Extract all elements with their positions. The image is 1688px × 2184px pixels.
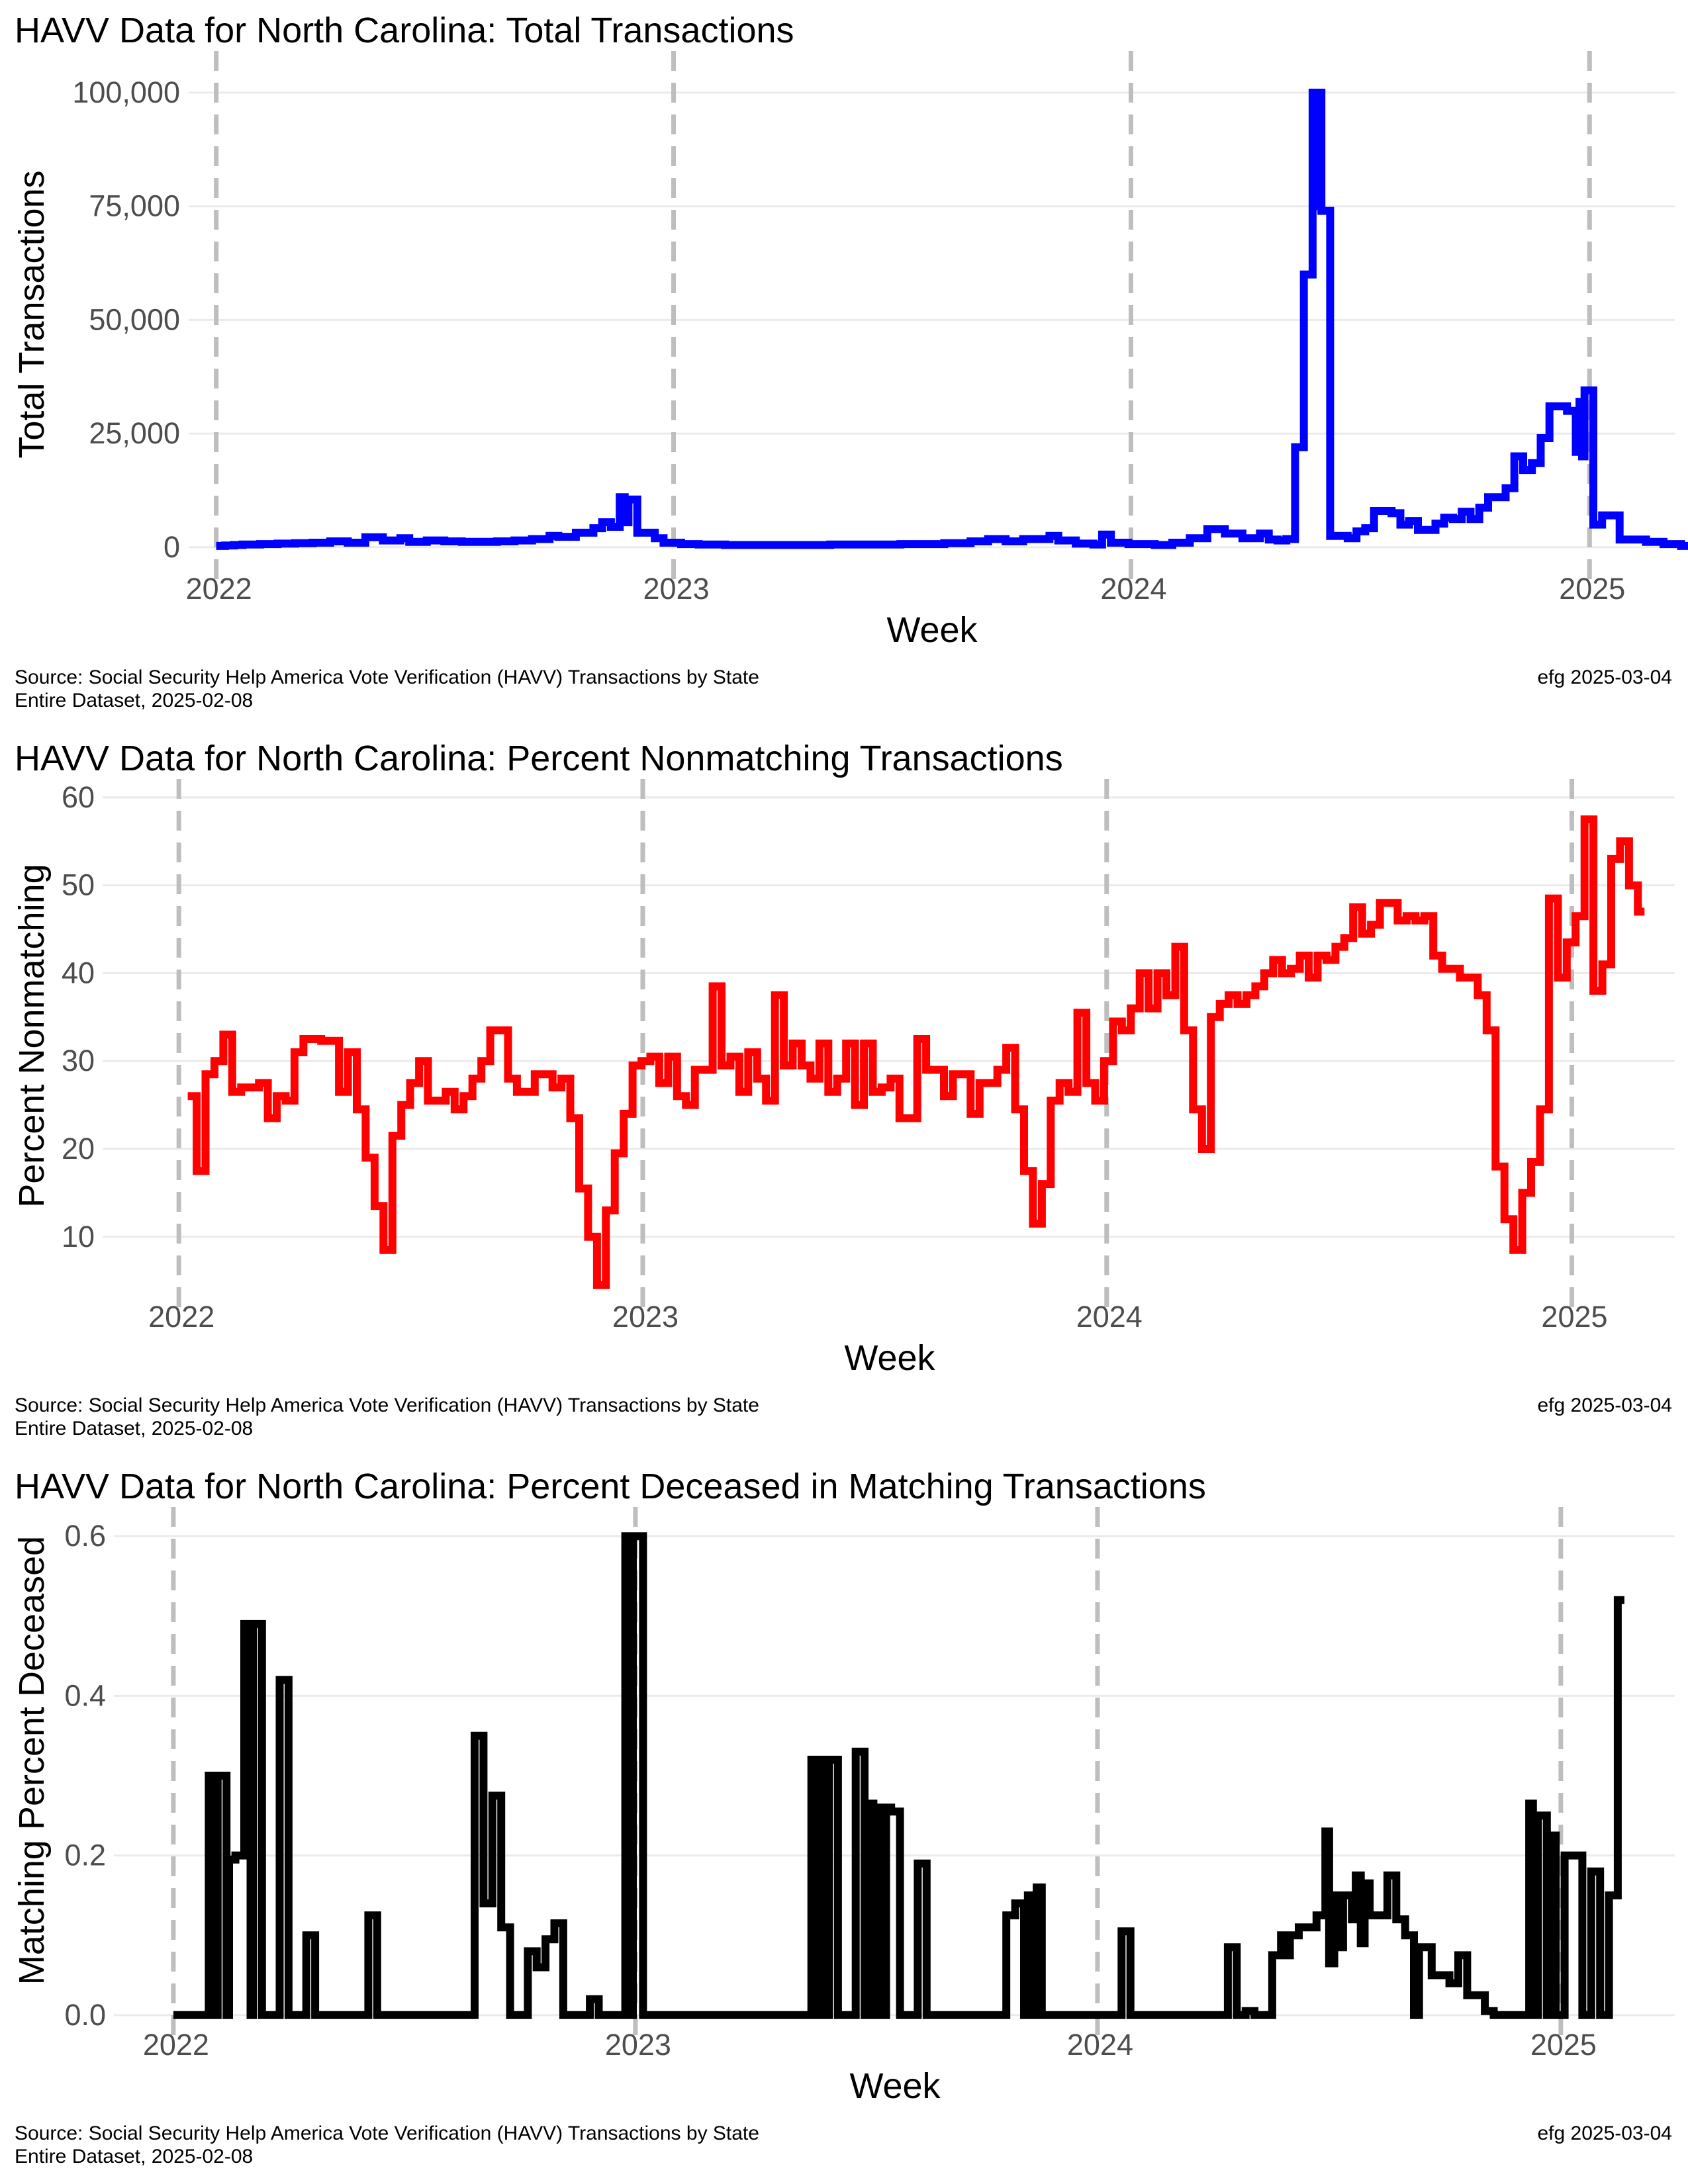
y-tick-label: 30 (62, 1044, 95, 1077)
y-tick-label: 50,000 (89, 302, 180, 336)
series-line (173, 1532, 1624, 2019)
panel-2-title: HAVV Data for North Carolina: Percent No… (15, 739, 1063, 778)
panel-3-source-caption: Source: Social Security Help America Vot… (15, 2122, 759, 2144)
panel-2-xticks: 2022 2023 2024 2025 (148, 1300, 1607, 1334)
y-tick-label: 25,000 (89, 416, 180, 450)
panel-percent-deceased: HAVV Data for North Carolina: Percent De… (12, 1467, 1675, 2167)
panel-1-source-caption: Source: Social Security Help America Vot… (15, 666, 759, 688)
panel-1-series (216, 89, 1688, 550)
y-tick-label: 20 (62, 1132, 95, 1165)
panel-3-grid (114, 1535, 1675, 2017)
x-tick-label: 2023 (612, 1300, 679, 1334)
y-tick-label: 0.2 (64, 1839, 106, 1872)
x-tick-label: 2025 (1530, 2028, 1597, 2062)
panel-1-x-axis-title: Week (886, 610, 978, 650)
panel-3-y-axis-title: Matching Percent Deceased (12, 1536, 52, 1985)
x-tick-label: 2023 (605, 2028, 671, 2062)
x-tick-label: 2024 (1076, 1300, 1143, 1334)
panel-1-y-axis-title: Total Transactions (12, 170, 52, 458)
y-tick-label: 60 (62, 780, 95, 814)
panel-2-source-caption: Source: Social Security Help America Vot… (15, 1394, 759, 1416)
y-tick-label: 50 (62, 868, 95, 902)
x-tick-label: 2022 (186, 572, 252, 606)
panel-1-dataset-caption: Entire Dataset, 2025-02-08 (15, 690, 253, 711)
panel-1-author-caption: efg 2025-03-04 (1538, 666, 1673, 688)
x-tick-label: 2024 (1067, 2028, 1133, 2062)
panel-1-title: HAVV Data for North Carolina: Total Tran… (15, 11, 794, 50)
y-tick-label: 75,000 (89, 189, 180, 223)
panel-2-yticks: 10 20 30 40 50 60 (62, 780, 95, 1253)
y-tick-label: 40 (62, 956, 95, 989)
panel-2-grid (103, 796, 1675, 1238)
panel-1-grid (189, 91, 1675, 549)
panel-3-x-axis-title: Week (849, 2066, 941, 2106)
panel-2-y-axis-title: Percent Nonmatching (12, 864, 52, 1207)
y-tick-label: 100,000 (72, 75, 180, 109)
panel-2-dataset-caption: Entire Dataset, 2025-02-08 (15, 1418, 253, 1439)
panel-3-author-caption: efg 2025-03-04 (1538, 2122, 1673, 2144)
y-tick-label: 0 (164, 530, 180, 564)
y-tick-label: 0.0 (64, 1998, 106, 2032)
panel-percent-nonmatching: HAVV Data for North Carolina: Percent No… (12, 739, 1675, 1439)
x-tick-label: 2024 (1100, 572, 1166, 606)
x-tick-label: 2022 (143, 2028, 209, 2062)
x-tick-label: 2025 (1541, 1300, 1607, 1334)
panel-2-x-axis-title: Week (844, 1338, 935, 1378)
panel-3-title: HAVV Data for North Carolina: Percent De… (15, 1467, 1206, 1506)
y-tick-label: 0.4 (64, 1678, 106, 1712)
series-line (187, 815, 1645, 1289)
panel-1-vlines (214, 51, 1592, 584)
series-line (216, 89, 1688, 550)
panel-3-series (173, 1532, 1624, 2019)
y-tick-label: 10 (62, 1220, 95, 1253)
y-tick-label: 0.6 (64, 1519, 106, 1553)
x-tick-label: 2025 (1559, 572, 1625, 606)
panel-3-dataset-caption: Entire Dataset, 2025-02-08 (15, 2146, 253, 2167)
panel-1-yticks: 0 25,000 50,000 75,000 100,000 (72, 75, 180, 564)
x-tick-label: 2022 (148, 1300, 214, 1334)
panel-2-author-caption: efg 2025-03-04 (1538, 1394, 1673, 1416)
panel-2-series (187, 815, 1645, 1289)
panel-2-vlines (176, 779, 1574, 1312)
panel-3-xticks: 2022 2023 2024 2025 (143, 2028, 1597, 2062)
x-tick-label: 2023 (643, 572, 710, 606)
panel-1-xticks: 2022 2023 2024 2025 (186, 572, 1626, 606)
panel-3-yticks: 0.0 0.2 0.4 0.6 (64, 1519, 106, 2032)
panel-total-transactions: HAVV Data for North Carolina: Total Tran… (12, 11, 1688, 711)
